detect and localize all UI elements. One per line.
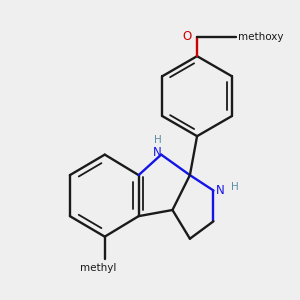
Text: O: O: [182, 30, 191, 43]
Text: H: H: [231, 182, 239, 192]
Text: N: N: [216, 184, 225, 197]
Text: H: H: [154, 136, 161, 146]
Text: methoxy: methoxy: [238, 32, 284, 42]
Text: N: N: [153, 146, 162, 159]
Text: methyl: methyl: [80, 263, 116, 273]
